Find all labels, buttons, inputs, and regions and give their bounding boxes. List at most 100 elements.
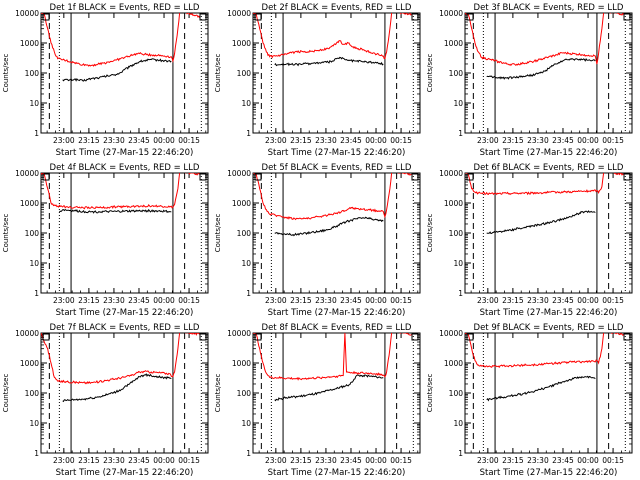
panel-det-8: Det 8f BLACK = Events, RED = LLD Counts/s… xyxy=(214,323,421,478)
y-axis-label: Counts/sec xyxy=(214,374,222,413)
x-tick-label: 23:00 xyxy=(265,296,287,305)
corner-marker-box xyxy=(623,13,631,21)
y-axis-label: Counts/sec xyxy=(2,214,10,253)
x-tick-label: 23:15 xyxy=(290,136,312,145)
corner-marker-box xyxy=(42,333,50,341)
series-line-events xyxy=(62,58,172,82)
x-tick-label: 23:00 xyxy=(265,456,287,465)
panel-det-1: Det 1f BLACK = Events, RED = LLD Counts/s… xyxy=(2,3,209,158)
panel-det-5: Det 5f BLACK = Events, RED = LLD Counts/s… xyxy=(214,163,421,318)
y-tick-label: 1000 xyxy=(20,199,39,208)
y-tick-label: 1000 xyxy=(20,359,39,368)
panel-title: Det 5f BLACK = Events, RED = LLD xyxy=(262,163,412,173)
x-tick-label: 23:15 xyxy=(290,456,312,465)
x-tick-label: 00:00 xyxy=(365,136,387,145)
plot-frame xyxy=(464,332,633,454)
y-tick-label: 10000 xyxy=(15,9,39,18)
x-tick-label: 23:45 xyxy=(552,456,574,465)
x-tick-label: 23:30 xyxy=(103,296,125,305)
y-tick-label: 1 xyxy=(458,289,463,298)
corner-marker-box xyxy=(42,173,50,181)
y-tick-label: 10000 xyxy=(439,329,463,338)
series-line-lld xyxy=(253,333,412,381)
x-tick-label: 23:45 xyxy=(128,136,150,145)
series-line-events xyxy=(274,56,384,67)
x-tick-label: 00:15 xyxy=(178,136,200,145)
series-line-events xyxy=(274,374,384,402)
y-tick-label: 10 xyxy=(241,99,251,108)
y-tick-label: 100 xyxy=(237,389,252,398)
series-line-events xyxy=(486,58,596,80)
x-tick-label: 23:30 xyxy=(527,296,549,305)
y-tick-label: 100 xyxy=(237,69,252,78)
x-tick-label: 23:30 xyxy=(315,136,337,145)
y-tick-label: 1000 xyxy=(444,39,463,48)
corner-marker-box xyxy=(411,13,419,21)
x-tick-label: 23:45 xyxy=(340,296,362,305)
x-axis-label: Start Time (27-Mar-15 22:46:20) xyxy=(480,308,618,318)
plot-frame xyxy=(252,172,421,294)
corner-marker-box xyxy=(199,333,207,341)
y-tick-label: 10 xyxy=(453,259,463,268)
y-axis-label: Counts/sec xyxy=(426,214,434,253)
x-tick-label: 23:00 xyxy=(265,136,287,145)
x-tick-label: 23:30 xyxy=(527,136,549,145)
panel-title: Det 4f BLACK = Events, RED = LLD xyxy=(50,163,200,173)
series-line-lld xyxy=(41,173,201,210)
corner-marker-box xyxy=(466,333,474,341)
x-tick-label: 23:15 xyxy=(78,456,100,465)
x-tick-label: 23:00 xyxy=(53,296,75,305)
y-tick-label: 10000 xyxy=(15,169,39,178)
x-tick-label: 23:00 xyxy=(477,296,499,305)
y-tick-label: 1000 xyxy=(20,39,39,48)
y-tick-label: 10000 xyxy=(439,169,463,178)
y-axis-label: Counts/sec xyxy=(2,54,10,93)
series-line-lld xyxy=(465,173,624,196)
corner-marker-box xyxy=(254,173,262,181)
x-tick-label: 00:00 xyxy=(153,456,175,465)
x-tick-label: 00:15 xyxy=(602,296,624,305)
x-axis-label: Start Time (27-Mar-15 22:46:20) xyxy=(480,468,618,478)
x-tick-label: 23:15 xyxy=(502,456,524,465)
y-axis-label: Counts/sec xyxy=(426,54,434,93)
corner-marker-box xyxy=(466,13,474,21)
y-tick-label: 100 xyxy=(449,229,464,238)
x-tick-label: 00:00 xyxy=(365,296,387,305)
series-line-lld xyxy=(41,13,201,67)
x-tick-label: 23:45 xyxy=(340,136,362,145)
x-tick-label: 23:15 xyxy=(78,136,100,145)
y-tick-label: 1 xyxy=(458,449,463,458)
x-tick-label: 23:00 xyxy=(477,456,499,465)
y-tick-label: 10 xyxy=(29,259,39,268)
y-tick-label: 1 xyxy=(246,449,251,458)
x-tick-label: 23:45 xyxy=(128,296,150,305)
corner-marker-box xyxy=(254,333,262,341)
y-tick-label: 100 xyxy=(237,229,252,238)
x-axis-label: Start Time (27-Mar-15 22:46:20) xyxy=(56,148,194,158)
y-tick-label: 100 xyxy=(25,389,40,398)
plot-frame xyxy=(40,332,209,454)
y-tick-label: 1 xyxy=(34,289,39,298)
y-tick-label: 1000 xyxy=(444,199,463,208)
x-tick-label: 00:00 xyxy=(153,296,175,305)
y-tick-label: 1 xyxy=(34,129,39,138)
plot-frame xyxy=(40,172,209,294)
x-tick-label: 23:30 xyxy=(103,456,125,465)
x-tick-label: 00:00 xyxy=(365,456,387,465)
corner-marker-box xyxy=(623,333,631,341)
y-tick-label: 10000 xyxy=(439,9,463,18)
series-line-lld xyxy=(465,13,624,67)
panel-det-2: Det 2f BLACK = Events, RED = LLD Counts/s… xyxy=(214,3,421,158)
x-tick-label: 23:15 xyxy=(78,296,100,305)
series-line-lld xyxy=(41,333,201,385)
corner-marker-box xyxy=(411,173,419,181)
x-tick-label: 23:15 xyxy=(502,296,524,305)
y-tick-label: 10 xyxy=(453,419,463,428)
x-tick-label: 00:15 xyxy=(390,296,412,305)
y-tick-label: 1000 xyxy=(444,359,463,368)
y-axis-label: Counts/sec xyxy=(214,214,222,253)
x-tick-label: 00:15 xyxy=(390,136,412,145)
x-tick-label: 23:45 xyxy=(552,136,574,145)
x-tick-label: 00:00 xyxy=(577,296,599,305)
y-tick-label: 10 xyxy=(241,419,251,428)
